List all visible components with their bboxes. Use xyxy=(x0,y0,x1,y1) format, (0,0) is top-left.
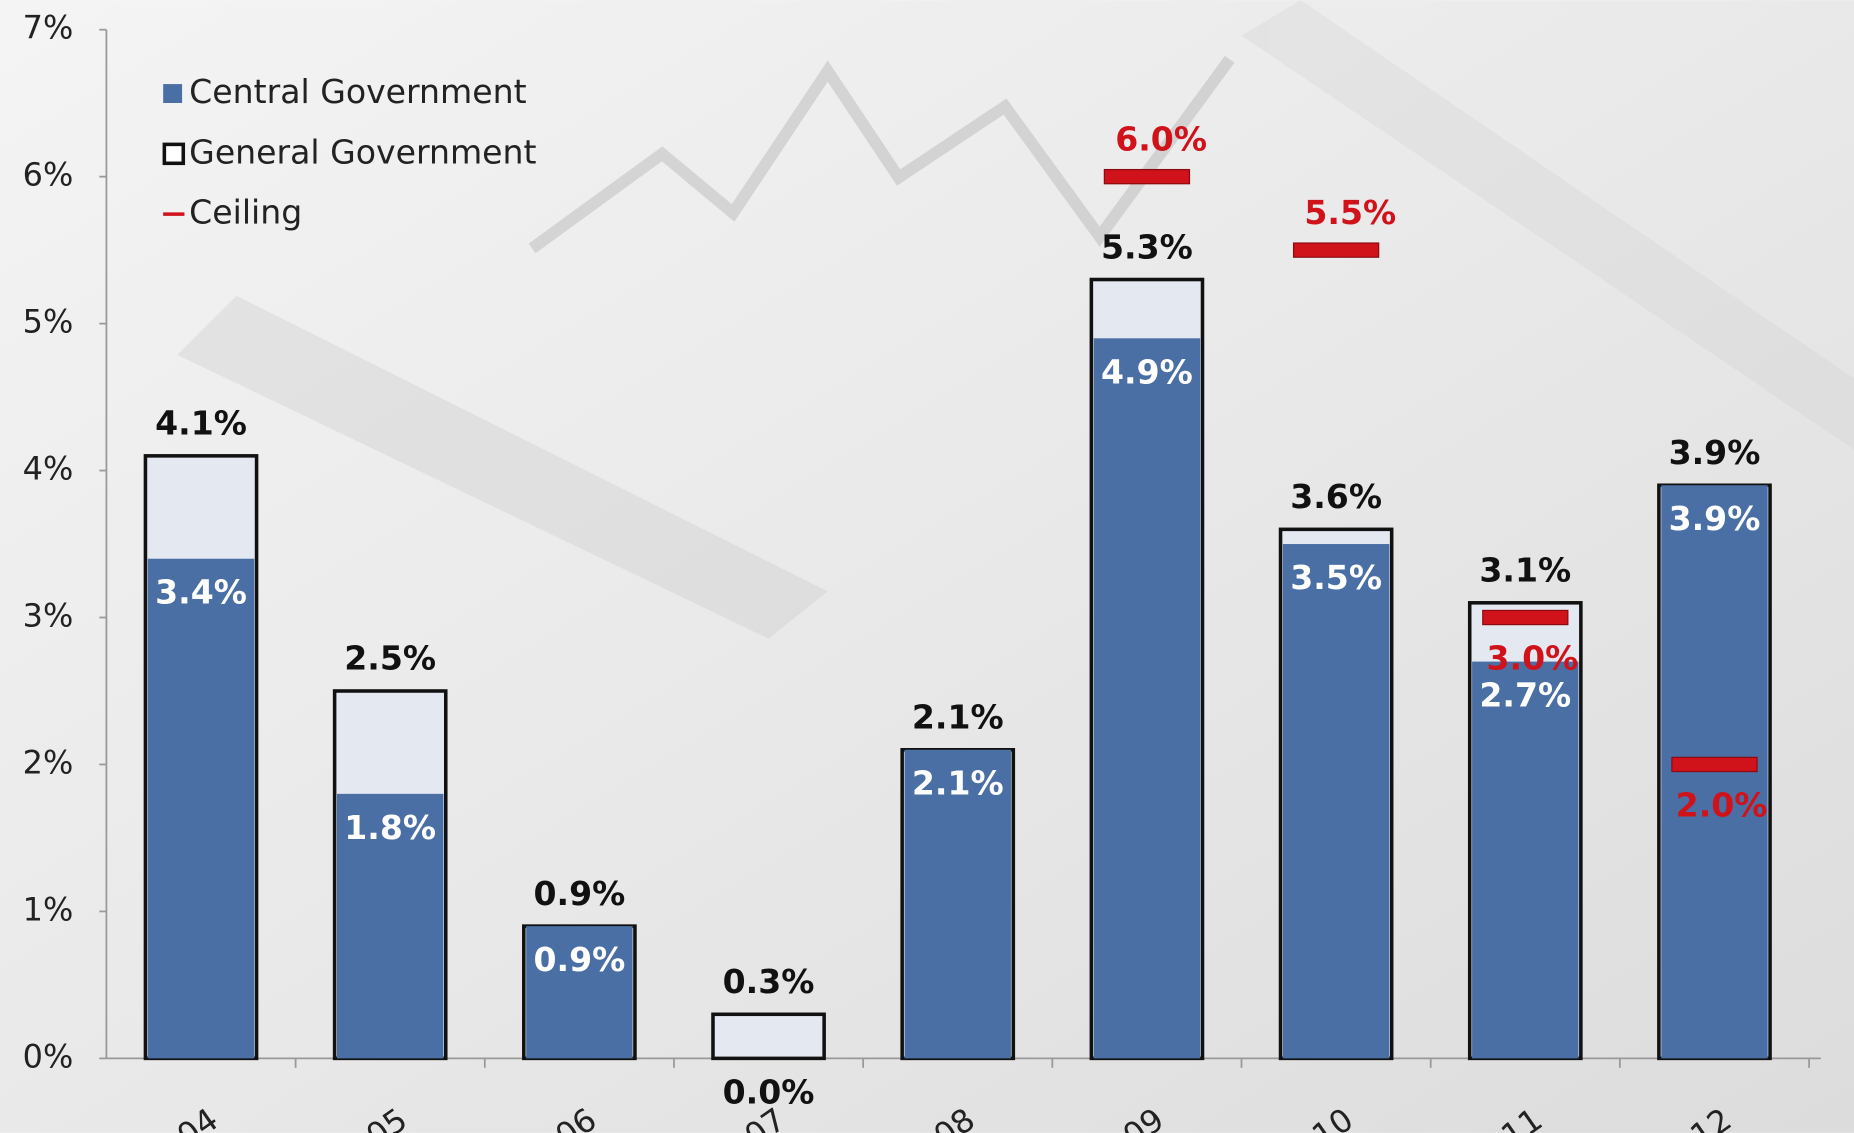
page: {"chart_data": {"type": "bar", "categori… xyxy=(0,0,1854,1133)
central-value-label: 3.4% xyxy=(155,573,247,612)
chart: 0%1%2%3%4%5%6%7%004005006007008009010011… xyxy=(0,0,1854,1133)
y-tick-label: 7% xyxy=(23,9,74,47)
general-value-label: 0.9% xyxy=(533,874,625,913)
central-value-label: 2.7% xyxy=(1479,676,1571,715)
general-value-label: 2.1% xyxy=(912,698,1004,737)
y-tick-label: 2% xyxy=(23,743,74,781)
y-tick-label: 1% xyxy=(23,890,74,928)
central-government-bar xyxy=(1283,544,1389,1058)
legend-label: Central Government xyxy=(189,72,526,111)
ceiling-mark xyxy=(1672,757,1757,771)
general-value-label: 3.1% xyxy=(1479,551,1571,590)
ceiling-value-label: 6.0% xyxy=(1115,120,1207,159)
ceiling-value-label: 2.0% xyxy=(1676,786,1768,825)
ceiling-mark xyxy=(1483,610,1568,624)
ceiling-mark xyxy=(1294,243,1379,257)
general-value-label: 4.1% xyxy=(155,404,247,443)
legend-label: General Government xyxy=(189,132,536,171)
ceiling-value-label: 5.5% xyxy=(1304,193,1396,232)
ceiling-value-label: 3.0% xyxy=(1486,639,1578,678)
central-value-label: 0.9% xyxy=(533,940,625,979)
y-tick-label: 4% xyxy=(23,450,74,488)
general-government-bar xyxy=(713,1014,824,1058)
ceiling-mark xyxy=(1104,170,1189,184)
y-tick-label: 6% xyxy=(23,156,74,194)
central-value-label: 1.8% xyxy=(344,808,436,847)
y-tick-label: 3% xyxy=(23,597,74,635)
legend-swatch xyxy=(163,84,182,103)
general-value-label: 3.6% xyxy=(1290,477,1382,516)
y-tick-label: 0% xyxy=(23,1037,74,1075)
legend-swatch xyxy=(164,144,183,163)
central-value-label: 2.1% xyxy=(912,764,1004,803)
central-value-label: 4.9% xyxy=(1101,352,1193,391)
y-tick-label: 5% xyxy=(23,303,74,341)
legend-label: Ceiling xyxy=(189,193,302,232)
central-value-label: 3.5% xyxy=(1290,558,1382,597)
central-government-bar xyxy=(148,559,254,1059)
central-government-bar xyxy=(1094,338,1200,1058)
central-government-bar xyxy=(1472,662,1578,1059)
central-value-label: 0.0% xyxy=(723,1072,815,1111)
general-value-label: 3.9% xyxy=(1669,433,1761,472)
general-value-label: 2.5% xyxy=(344,639,436,678)
central-value-label: 3.9% xyxy=(1669,499,1761,538)
general-value-label: 0.3% xyxy=(723,962,815,1001)
general-value-label: 5.3% xyxy=(1101,227,1193,266)
